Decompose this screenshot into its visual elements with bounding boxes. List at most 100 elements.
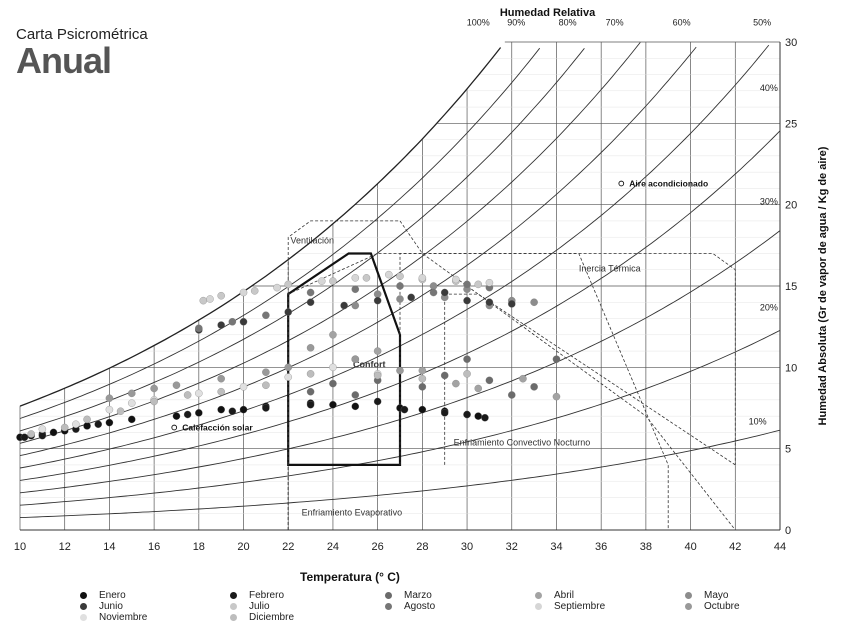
data-point [485, 376, 494, 385]
data-point [452, 275, 460, 284]
data-point [474, 384, 482, 393]
data-point [262, 311, 270, 320]
data-point [418, 274, 427, 282]
data-point [195, 409, 203, 417]
legend-swatch [80, 591, 87, 599]
marker-label: Aire acondicionado [629, 179, 708, 189]
series-septiembre [206, 270, 494, 303]
x-tick-label: 12 [59, 541, 71, 553]
series-febrero [20, 397, 489, 442]
data-point [452, 379, 460, 388]
rh-label: 10% [749, 416, 767, 426]
y-tick-label: 25 [785, 118, 797, 130]
data-point [463, 410, 471, 419]
data-point [351, 301, 360, 310]
data-point [373, 397, 382, 406]
zone-ventilaci-n [287, 220, 736, 531]
x-tick-label: 24 [327, 541, 339, 553]
data-point [306, 288, 315, 297]
data-point [72, 420, 80, 429]
x-tick-label: 16 [148, 541, 160, 553]
data-point [351, 274, 360, 282]
data-point [373, 290, 382, 298]
data-point [199, 296, 208, 305]
data-point [362, 274, 371, 282]
data-point [172, 412, 181, 420]
rh-label: 80% [559, 18, 577, 28]
legend-label: Mayo [704, 590, 729, 601]
data-point [116, 407, 125, 416]
rh-label: 30% [760, 197, 778, 207]
data-point [250, 287, 259, 295]
data-point [530, 298, 538, 307]
x-tick-label: 10 [14, 541, 26, 553]
data-point [150, 397, 158, 406]
data-point [239, 383, 248, 391]
data-point [440, 371, 449, 380]
data-point [463, 355, 471, 363]
legend-swatch [230, 591, 237, 599]
zone-label: Enfriamiento Evaporativo [302, 507, 403, 517]
psychrometric-chart: Confort Ventilación Inercia Térmica Enfriam… [14, 7, 829, 553]
data-point [228, 407, 237, 416]
legend-label: Agosto [404, 601, 436, 612]
data-point [262, 404, 270, 412]
data-point [396, 295, 404, 303]
x-axis-label: Temperatura (° C) [300, 570, 400, 584]
data-point [552, 392, 561, 401]
y-tick-label: 10 [785, 362, 797, 374]
data-point [38, 425, 47, 433]
data-point [239, 288, 248, 297]
data-point [273, 283, 281, 292]
series-marzo [306, 355, 561, 399]
legend-swatch [535, 591, 542, 599]
x-tick-label: 34 [550, 541, 562, 553]
rh-curve-90 [19, 47, 541, 419]
legend-item-julio: Julio [230, 601, 270, 612]
data-point [217, 321, 225, 329]
legend: Enero Febrero Marzo Abril Mayo Junio Julio Agos… [0, 590, 850, 640]
data-point [463, 370, 471, 378]
data-point [329, 400, 337, 409]
data-point [284, 373, 292, 381]
x-tick-label: 14 [103, 541, 115, 553]
legend-item-agosto: Agosto [385, 601, 435, 612]
data-point [217, 374, 225, 383]
legend-label: Septiembre [554, 601, 606, 612]
y-tick-label: 15 [785, 281, 797, 293]
legend-swatch [535, 602, 542, 610]
data-point [418, 405, 427, 414]
rh-curve-50 [19, 44, 770, 469]
data-point [329, 363, 337, 372]
data-point [508, 391, 516, 399]
data-point [94, 420, 102, 429]
legend-item-enero: Enero [80, 590, 126, 601]
legend-label: Junio [99, 601, 123, 612]
x-tick-label: 38 [640, 541, 652, 553]
data-point [306, 370, 315, 378]
data-point [306, 387, 315, 396]
data-point [318, 277, 326, 285]
data-point [83, 415, 91, 424]
data-point [183, 410, 192, 419]
x-tick-label: 30 [461, 541, 473, 553]
chart-title-line1: Carta Psicrométrica [16, 26, 148, 43]
legend-swatch [230, 613, 237, 621]
data-points [16, 270, 561, 442]
zone-enfriamiento-convectivo-nocturno [444, 293, 736, 466]
x-tick-label: 44 [774, 541, 786, 553]
data-point [407, 293, 415, 302]
data-point [83, 422, 91, 430]
comfort-zones: Confort Ventilación Inercia Térmica Enfriam… [287, 220, 736, 531]
legend-swatch [80, 602, 87, 610]
data-point [474, 280, 482, 289]
data-point [306, 344, 315, 352]
data-point [284, 280, 292, 289]
data-point [418, 366, 427, 375]
x-tick-label: 18 [193, 541, 205, 553]
data-point [329, 379, 337, 388]
data-point [351, 391, 360, 399]
data-point [463, 296, 471, 305]
data-point [128, 415, 136, 424]
series-octubre [105, 344, 404, 402]
